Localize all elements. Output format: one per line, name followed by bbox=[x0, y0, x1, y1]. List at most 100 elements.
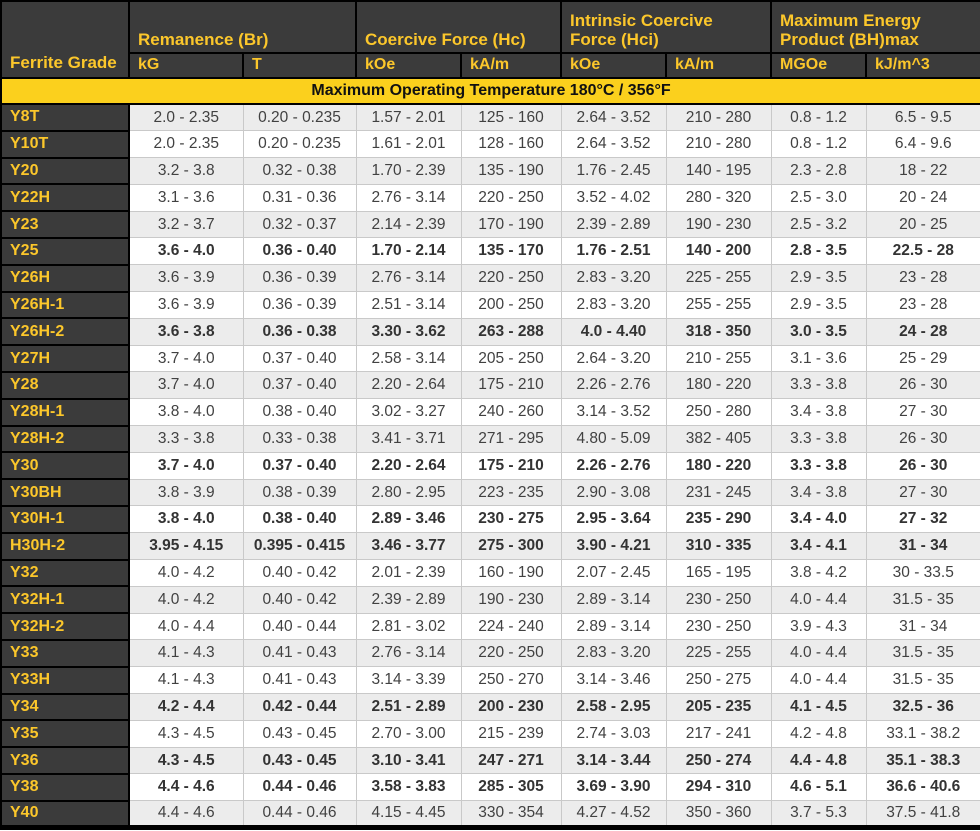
value-cell: 2.81 - 3.02 bbox=[355, 612, 462, 641]
table-row: Y27H 3.7 - 4.0 0.37 - 0.40 2.58 - 3.14 205 -… bbox=[0, 344, 980, 373]
banner-row: Maximum Operating Temperature 180°C / 35… bbox=[0, 77, 980, 105]
value-cell: 255 - 255 bbox=[665, 291, 772, 319]
value-cell: 3.14 - 3.39 bbox=[355, 666, 462, 695]
value-cell: 140 - 195 bbox=[665, 157, 772, 185]
value-cell: 220 - 250 bbox=[460, 183, 562, 212]
value-cell: 3.8 - 3.9 bbox=[128, 478, 244, 507]
value-cell: 200 - 230 bbox=[460, 693, 562, 721]
value-cell: 2.14 - 2.39 bbox=[355, 210, 462, 239]
table-row: Y28 3.7 - 4.0 0.37 - 0.40 2.20 - 2.64 175 - … bbox=[0, 370, 980, 400]
value-cell: 3.7 - 4.0 bbox=[128, 451, 244, 480]
value-cell: 0.8 - 1.2 bbox=[770, 103, 867, 132]
value-cell: 2.76 - 3.14 bbox=[355, 183, 462, 212]
value-cell: 230 - 275 bbox=[460, 505, 562, 534]
value-cell: 217 - 241 bbox=[665, 719, 772, 748]
value-cell: 280 - 320 bbox=[665, 183, 772, 212]
value-cell: 180 - 220 bbox=[665, 371, 772, 400]
table-row: Y8T 2.0 - 2.35 0.20 - 0.235 1.57 - 2.01 125 … bbox=[0, 103, 980, 132]
value-cell: 4.6 - 5.1 bbox=[770, 773, 867, 802]
value-cell: 32.5 - 36 bbox=[865, 693, 980, 721]
value-cell: 2.64 - 3.52 bbox=[560, 103, 667, 132]
value-cell: 165 - 195 bbox=[665, 559, 772, 587]
value-cell: 22.5 - 28 bbox=[865, 237, 980, 266]
value-cell: 26 - 30 bbox=[865, 371, 980, 400]
value-cell: 2.3 - 2.8 bbox=[770, 157, 867, 185]
table-row: Y30 3.7 - 4.0 0.37 - 0.40 2.20 - 2.64 175 - … bbox=[0, 451, 980, 481]
value-cell: 0.36 - 0.39 bbox=[242, 291, 357, 319]
grade-cell: Y40 bbox=[0, 799, 130, 829]
value-cell: 205 - 250 bbox=[460, 344, 562, 373]
value-cell: 250 - 274 bbox=[665, 746, 772, 775]
value-cell: 3.8 - 4.2 bbox=[770, 559, 867, 587]
value-cell: 4.15 - 4.45 bbox=[355, 800, 462, 829]
value-cell: 2.76 - 3.14 bbox=[355, 639, 462, 668]
value-cell: 3.7 - 4.0 bbox=[128, 371, 244, 400]
grade-cell: Y10T bbox=[0, 129, 130, 159]
value-cell: 220 - 250 bbox=[460, 639, 562, 668]
value-cell: 27 - 30 bbox=[865, 478, 980, 507]
value-cell: 4.0 - 4.4 bbox=[770, 585, 867, 614]
unit-bhmax-mgoe: MGOe bbox=[770, 52, 867, 79]
value-cell: 0.44 - 0.46 bbox=[242, 800, 357, 829]
value-cell: 0.395 - 0.415 bbox=[242, 532, 357, 561]
table-row: Y25 3.6 - 4.0 0.36 - 0.40 1.70 - 2.14 135 - … bbox=[0, 236, 980, 266]
value-cell: 205 - 235 bbox=[665, 693, 772, 721]
value-cell: 224 - 240 bbox=[460, 612, 562, 641]
value-cell: 3.6 - 3.8 bbox=[128, 317, 244, 346]
value-cell: 0.37 - 0.40 bbox=[242, 451, 357, 480]
value-cell: 3.8 - 4.0 bbox=[128, 505, 244, 534]
value-cell: 2.64 - 3.52 bbox=[560, 130, 667, 159]
value-cell: 190 - 230 bbox=[665, 210, 772, 239]
table-row: Y26H 3.6 - 3.9 0.36 - 0.39 2.76 - 3.14 220 -… bbox=[0, 263, 980, 293]
table-row: Y23 3.2 - 3.7 0.32 - 0.37 2.14 - 2.39 170 - … bbox=[0, 210, 980, 239]
grade-cell: Y35 bbox=[0, 719, 130, 749]
table-row: Y30BH 3.8 - 3.9 0.38 - 0.39 2.80 - 2.95 223 … bbox=[0, 478, 980, 507]
value-cell: 231 - 245 bbox=[665, 478, 772, 507]
value-cell: 0.37 - 0.40 bbox=[242, 371, 357, 400]
value-cell: 2.51 - 3.14 bbox=[355, 291, 462, 319]
value-cell: 4.27 - 4.52 bbox=[560, 800, 667, 829]
value-cell: 3.2 - 3.8 bbox=[128, 157, 244, 185]
value-cell: 4.0 - 4.4 bbox=[770, 666, 867, 695]
value-cell: 3.14 - 3.46 bbox=[560, 666, 667, 695]
value-cell: 1.70 - 2.39 bbox=[355, 157, 462, 185]
value-cell: 2.89 - 3.46 bbox=[355, 505, 462, 534]
value-cell: 2.83 - 3.20 bbox=[560, 264, 667, 293]
value-cell: 4.0 - 4.2 bbox=[128, 559, 244, 587]
value-cell: 0.40 - 0.42 bbox=[242, 559, 357, 587]
value-cell: 3.3 - 3.8 bbox=[770, 371, 867, 400]
value-cell: 2.39 - 2.89 bbox=[560, 210, 667, 239]
value-cell: 230 - 250 bbox=[665, 612, 772, 641]
value-cell: 0.40 - 0.42 bbox=[242, 585, 357, 614]
value-cell: 3.3 - 3.8 bbox=[770, 425, 867, 453]
table-row: Y38 4.4 - 4.6 0.44 - 0.46 3.58 - 3.83 285 - … bbox=[0, 772, 980, 802]
header-ferrite-grade: Ferrite Grade bbox=[0, 0, 130, 79]
value-cell: 2.9 - 3.5 bbox=[770, 291, 867, 319]
value-cell: 1.70 - 2.14 bbox=[355, 237, 462, 266]
value-cell: 3.9 - 4.3 bbox=[770, 612, 867, 641]
value-cell: 2.51 - 2.89 bbox=[355, 693, 462, 721]
header-coercive-force: Coercive Force (Hc) bbox=[355, 0, 562, 54]
value-cell: 3.58 - 3.83 bbox=[355, 773, 462, 802]
grade-cell: Y26H-1 bbox=[0, 290, 130, 320]
value-cell: 2.90 - 3.08 bbox=[560, 478, 667, 507]
value-cell: 2.0 - 2.35 bbox=[128, 130, 244, 159]
grade-cell: Y23 bbox=[0, 210, 130, 239]
unit-hc-koe: kOe bbox=[355, 52, 462, 79]
max-operating-temperature-banner: Maximum Operating Temperature 180°C / 35… bbox=[0, 77, 980, 105]
value-cell: 4.0 - 4.40 bbox=[560, 317, 667, 346]
table-row: Y26H-1 3.6 - 3.9 0.36 - 0.39 2.51 - 3.14 200… bbox=[0, 290, 980, 320]
grade-cell: Y33 bbox=[0, 638, 130, 668]
value-cell: 2.20 - 2.64 bbox=[355, 371, 462, 400]
value-cell: 175 - 210 bbox=[460, 371, 562, 400]
table-row: Y40 4.4 - 4.6 0.44 - 0.46 4.15 - 4.45 330 - … bbox=[0, 799, 980, 829]
value-cell: 3.10 - 3.41 bbox=[355, 746, 462, 775]
value-cell: 6.5 - 9.5 bbox=[865, 103, 980, 132]
value-cell: 350 - 360 bbox=[665, 800, 772, 829]
value-cell: 250 - 275 bbox=[665, 666, 772, 695]
table-row: Y34 4.2 - 4.4 0.42 - 0.44 2.51 - 2.89 200 - … bbox=[0, 692, 980, 722]
value-cell: 25 - 29 bbox=[865, 344, 980, 373]
value-cell: 2.39 - 2.89 bbox=[355, 585, 462, 614]
value-cell: 382 - 405 bbox=[665, 425, 772, 453]
